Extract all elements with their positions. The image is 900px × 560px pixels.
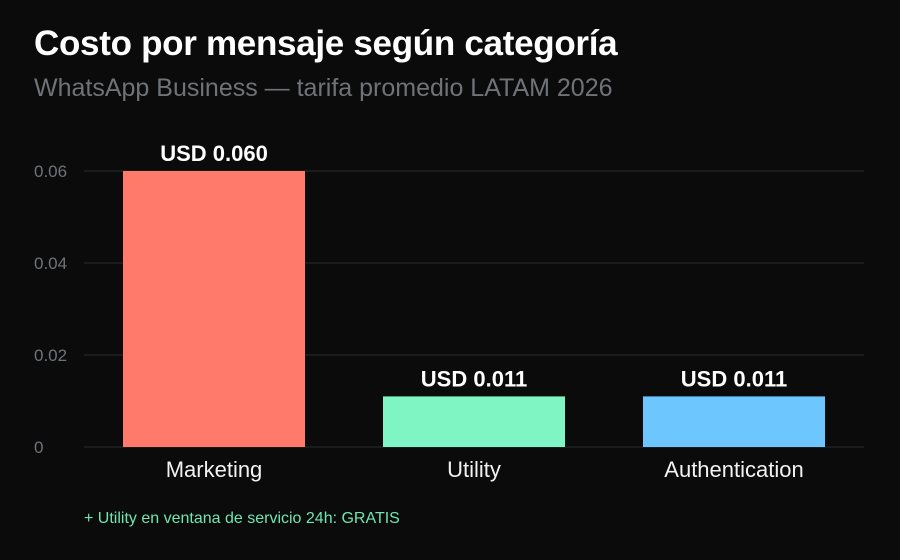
category-label: Utility xyxy=(447,457,501,482)
value-label: USD 0.011 xyxy=(681,366,787,391)
bar-marketing xyxy=(123,171,305,447)
x-axis: Marketing Utility Authentication xyxy=(166,457,804,482)
bar-authentication xyxy=(643,396,825,447)
value-label: USD 0.011 xyxy=(421,366,527,391)
chart-subtitle: WhatsApp Business — tarifa promedio LATA… xyxy=(34,74,613,102)
category-label: Marketing xyxy=(166,457,263,482)
y-tick-label: 0 xyxy=(34,438,43,457)
y-tick-label: 0.02 xyxy=(34,346,67,365)
value-label: USD 0.060 xyxy=(160,141,268,166)
bars xyxy=(123,171,825,447)
category-label: Authentication xyxy=(664,457,803,482)
y-axis: 0 0.02 0.04 0.06 xyxy=(34,162,67,457)
y-tick-label: 0.06 xyxy=(34,162,67,181)
y-tick-label: 0.04 xyxy=(34,254,67,273)
bar-labels: USD 0.060 USD 0.011 USD 0.011 xyxy=(160,141,787,391)
chart-title: Costo por mensaje según categoría xyxy=(34,24,618,63)
bar-utility xyxy=(383,396,565,447)
footnote: + Utility en ventana de servicio 24h: GR… xyxy=(84,510,400,527)
